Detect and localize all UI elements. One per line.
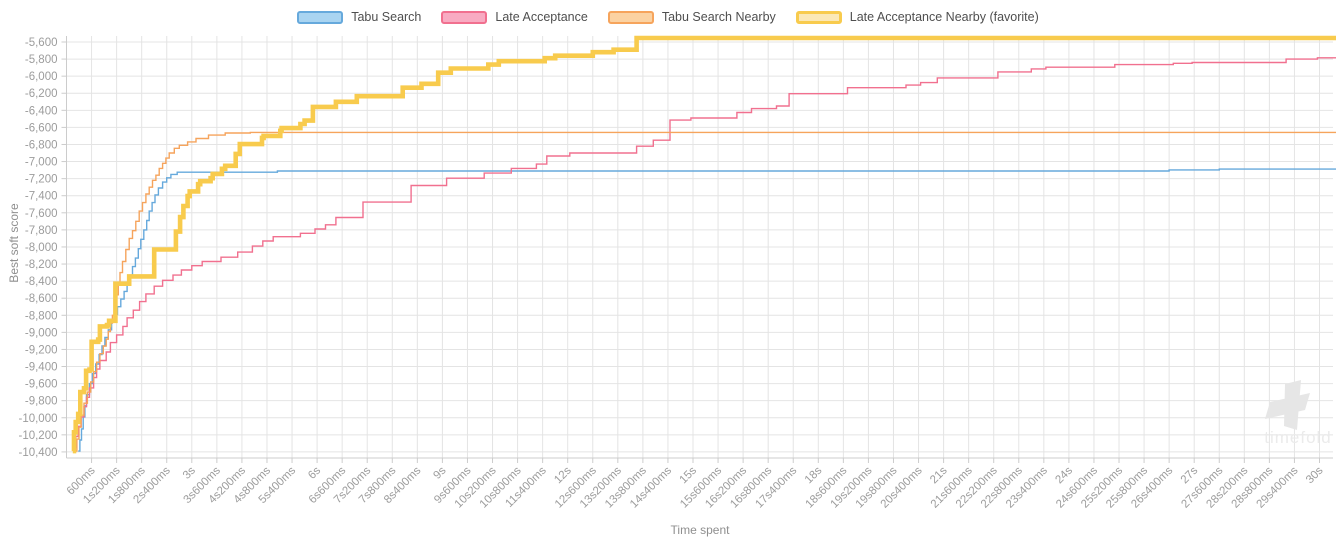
timefold-logo-glyph xyxy=(1284,380,1301,430)
x-axis-title: Time spent xyxy=(670,523,730,537)
timefold-logo-watermark xyxy=(1265,380,1310,430)
y-tick-label: -5,600 xyxy=(25,37,58,49)
y-tick-label: -9,600 xyxy=(25,379,58,391)
legend-item-label: Late Acceptance xyxy=(495,10,588,24)
y-tick-label: -6,400 xyxy=(25,105,58,117)
x-tick-label: 3s xyxy=(181,464,198,481)
y-tick-label: -6,800 xyxy=(25,139,58,151)
legend-swatch-icon xyxy=(795,10,842,24)
y-tick-label: -8,000 xyxy=(25,242,58,254)
legend-item-late-acceptance-nearby-favorite[interactable]: Late Acceptance Nearby (favorite) xyxy=(795,10,1039,24)
legend-item-tabu-search-nearby[interactable]: Tabu Search Nearby xyxy=(607,10,776,24)
timefold-watermark-text: timefold xyxy=(1264,428,1332,447)
legend-item-label: Tabu Search xyxy=(351,10,422,24)
y-axis-title: Best soft score xyxy=(7,203,21,283)
legend-swatch-icon xyxy=(607,10,654,24)
y-tick-label: -5,800 xyxy=(25,54,58,66)
y-tick-label: -7,400 xyxy=(25,191,58,203)
y-tick-label: -8,200 xyxy=(25,259,58,271)
legend-item-label: Late Acceptance Nearby (favorite) xyxy=(849,10,1039,24)
legend-item-label: Tabu Search Nearby xyxy=(661,10,776,24)
y-tick-label: -6,600 xyxy=(25,122,58,134)
series-line-late-acceptance-nearby-favorite xyxy=(71,35,1336,454)
y-tick-label: -8,800 xyxy=(25,310,58,322)
chart-legend: Tabu Search Late Acceptance Tabu Search Ne… xyxy=(0,7,1336,27)
legend-item-tabu-search[interactable]: Tabu Search xyxy=(297,10,421,24)
y-tick-label: -7,600 xyxy=(25,208,58,220)
y-tick-label: -7,800 xyxy=(25,225,58,237)
y-tick-label: -10,000 xyxy=(18,413,57,425)
y-tick-label: -9,200 xyxy=(25,344,58,356)
y-tick-label: -7,000 xyxy=(25,157,58,169)
y-tick-label: -6,000 xyxy=(25,71,58,83)
y-tick-label: -8,400 xyxy=(25,276,58,288)
y-tick-label: -8,600 xyxy=(25,293,58,305)
y-tick-label: -9,400 xyxy=(25,362,58,374)
y-tick-label: -9,800 xyxy=(25,396,58,408)
legend-swatch-icon xyxy=(441,10,488,24)
legend-swatch-icon xyxy=(297,10,344,24)
legend-item-late-acceptance[interactable]: Late Acceptance xyxy=(441,10,588,24)
x-tick-label: 30s xyxy=(1304,464,1326,486)
y-tick-label: -6,200 xyxy=(25,88,58,100)
y-tick-label: -7,200 xyxy=(25,174,58,186)
x-tick-label: 6s xyxy=(306,464,323,481)
y-tick-label: -9,000 xyxy=(25,327,58,339)
y-tick-label: -10,400 xyxy=(18,447,57,459)
y-tick-label: -10,200 xyxy=(18,430,57,442)
series-line-late-acceptance xyxy=(73,57,1336,449)
x-tick-label: 9s xyxy=(431,464,448,481)
series-line-tabu-search-nearby xyxy=(74,131,1336,452)
